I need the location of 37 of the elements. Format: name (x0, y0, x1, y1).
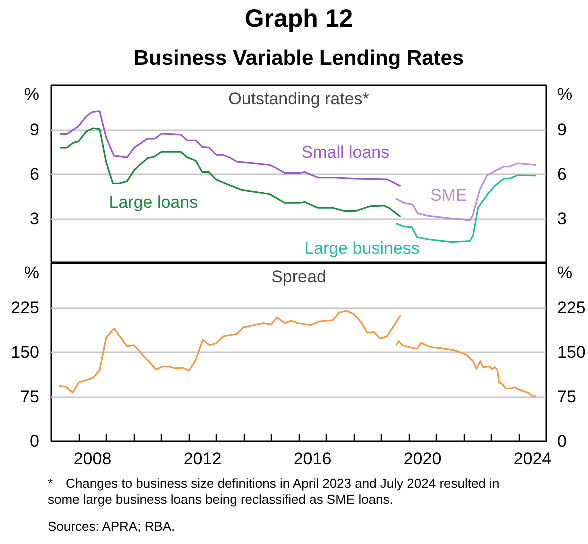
series-label: SME (430, 186, 468, 205)
y2-tick-label: 3 (558, 210, 567, 228)
x-tick-label: 2008 (74, 450, 112, 468)
chart-title: Spread (272, 268, 326, 286)
text: * Changes to business size definitions in April 2023 and July 2024 resulted in some large business loans being reclassified as SME loans. (48, 476, 501, 508)
y2-tick-label: 0 (558, 432, 567, 451)
line-series (396, 174, 537, 244)
y2-tick-label: 150 (558, 343, 586, 362)
y-tick-label: 75 (20, 388, 40, 406)
x-tick-label: 2012 (184, 450, 222, 468)
y-axis-title: % (24, 264, 40, 282)
y2-axis-title: % (558, 84, 573, 104)
text: Graph 12 (244, 4, 354, 35)
y2-axis-title: % (558, 264, 573, 282)
series-label: Large loans (109, 193, 198, 212)
series-label: Small loans (302, 142, 390, 162)
y-tick-label: 150 (11, 343, 40, 362)
chart-title: Outstanding rates* (228, 90, 370, 108)
y2-tick-label: 75 (558, 388, 576, 406)
x-tick-label: 2016 (294, 450, 332, 468)
y-tick-label: 0 (30, 432, 40, 451)
y2-tick-label: 6 (558, 165, 567, 184)
text: Business Variable Lending Rates (134, 46, 464, 72)
line-series (396, 162, 537, 222)
y-tick-label: 9 (30, 120, 40, 140)
series-label: Large business (304, 239, 420, 258)
source-note: Sources: APRA; RBA. (48, 518, 176, 535)
line-series (60, 128, 402, 218)
y2-tick-label: 225 (558, 298, 586, 318)
x-tick-label: 2024 (514, 450, 552, 468)
y2-tick-label: 9 (558, 120, 567, 140)
y-axis-title: % (24, 84, 40, 104)
y-tick-label: 3 (30, 210, 40, 228)
y-tick-label: 6 (30, 165, 40, 184)
line-series (60, 110, 402, 188)
y-tick-label: 225 (11, 298, 40, 318)
x-tick-label: 2020 (404, 450, 442, 468)
